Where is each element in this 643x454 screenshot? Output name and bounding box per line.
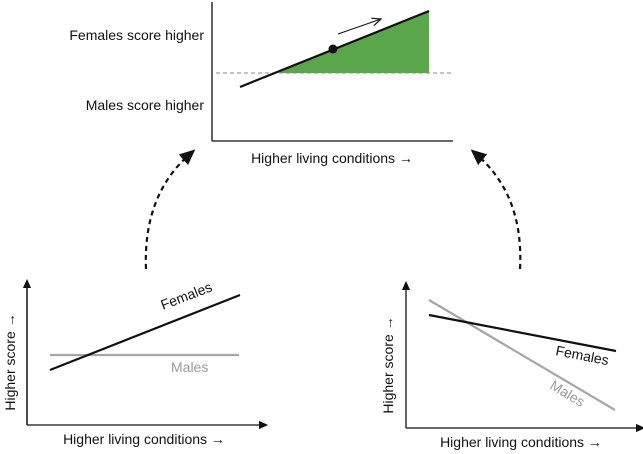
top-panel: Females score higher Males score higher … — [69, 2, 453, 166]
right-y-label: Higher score → — [380, 316, 396, 413]
top-y-label-lower: Males score higher — [86, 97, 205, 113]
right-x-label: Higher living conditions → — [440, 434, 602, 450]
right-to-top-connector — [470, 149, 522, 270]
right-females-line — [428, 313, 617, 353]
direction-arrow — [337, 19, 381, 35]
left-y-label: Higher score → — [2, 313, 18, 410]
left-to-top-connector — [144, 149, 196, 270]
top-y-label-upper: Females score higher — [69, 27, 204, 43]
right-females-label: Females — [554, 342, 610, 368]
left-x-label: Higher living conditions → — [63, 431, 225, 447]
left-males-label: Males — [171, 359, 208, 375]
left-females-line — [49, 293, 241, 372]
right-males-line — [428, 299, 616, 411]
right-panel: Females Males Higher score → Higher livi… — [380, 280, 643, 450]
current-position-marker — [328, 44, 338, 54]
left-panel: Females Males Higher score → Higher livi… — [2, 279, 269, 447]
top-x-label: Higher living conditions → — [251, 150, 413, 166]
